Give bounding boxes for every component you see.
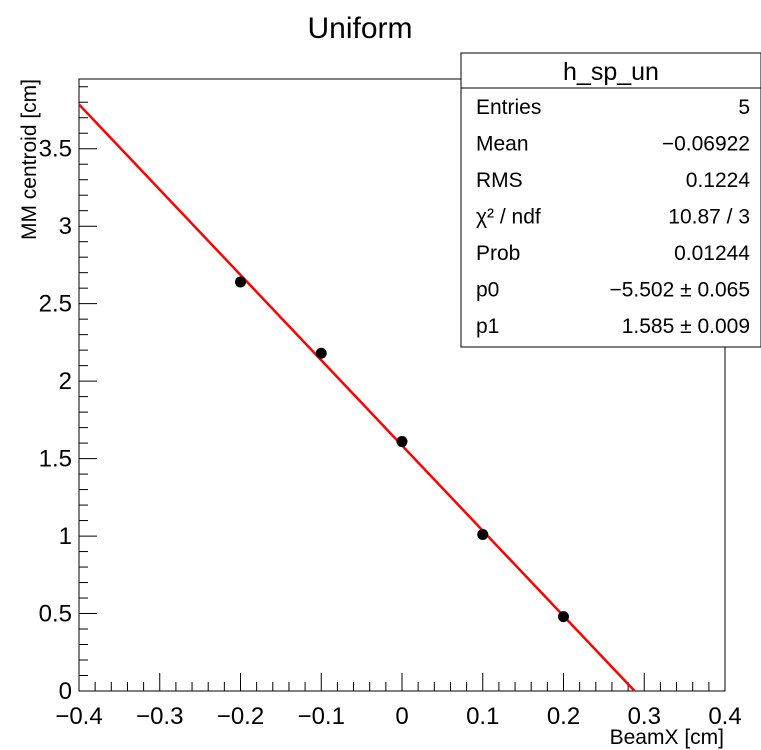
stats-row-value: 10.87 / 3 [668,206,750,229]
x-axis: −0.4 −0.3 −0.2 −0.1 0 0.1 0.2 0.3 0.4 [55,673,742,730]
stats-row-value: 0.01244 [674,242,750,265]
data-point [235,276,246,288]
x-tick-label: −0.2 [217,703,264,730]
y-tick-label: 1.5 [39,446,72,473]
x-tick-label: 0.2 [547,703,580,730]
stats-box: h_sp_un Entries 5 Mean −0.06922 RMS 0.1224 χ² … [460,52,761,348]
data-point [558,611,569,623]
y-tick-label: 1 [59,523,72,550]
x-tick-label: −0.4 [55,703,102,730]
x-tick-label: 0 [395,703,408,730]
chart-title: Uniform [307,12,412,45]
y-tick-label: 0.5 [39,601,72,628]
y-axis: 0 0.5 1 1.5 2 2.5 3 3.5 [39,86,97,705]
stats-row-value: −0.06922 [662,133,750,156]
x-tick-label: −0.3 [136,703,183,730]
data-points [235,276,569,623]
x-tick-label: 0.3 [628,703,661,730]
x-tick-label: −0.1 [298,703,345,730]
y-axis-title: MM centroid [cm] [18,79,41,240]
x-tick-label: 0.4 [708,703,741,730]
stats-row-value: 5 [738,96,750,119]
y-tick-label: 3 [59,213,72,240]
stats-box-title: h_sp_un [563,58,659,86]
y-tick-label: 3.5 [39,136,72,163]
stats-row-value: 0.1224 [686,169,751,192]
stats-row-label: Mean [476,133,529,156]
stats-row-label: p0 [476,279,499,302]
stats-row-label: Prob [476,242,520,265]
fit-line [78,103,636,692]
stats-row-value: 1.585 ± 0.009 [622,315,750,338]
stats-box-frame [460,52,761,348]
y-tick-label: 0 [59,678,72,705]
data-point [477,529,489,541]
stats-row-label: p1 [476,315,499,338]
stats-rows: Entries 5 Mean −0.06922 RMS 0.1224 χ² / ndf 10.… [476,96,750,338]
x-tick-label: 0.1 [466,703,499,730]
stats-row-label: χ² / ndf [476,206,541,229]
stats-row-label: Entries [476,96,541,119]
data-point [396,436,408,448]
fit-line-group [78,103,636,692]
stats-row-value: −5.502 ± 0.065 [609,279,750,302]
stats-row-label: RMS [476,169,523,192]
y-tick-label: 2.5 [39,291,72,318]
y-tick-label: 2 [59,368,72,395]
x-axis-title: BeamX [cm] [610,726,724,749]
data-point [315,347,327,359]
